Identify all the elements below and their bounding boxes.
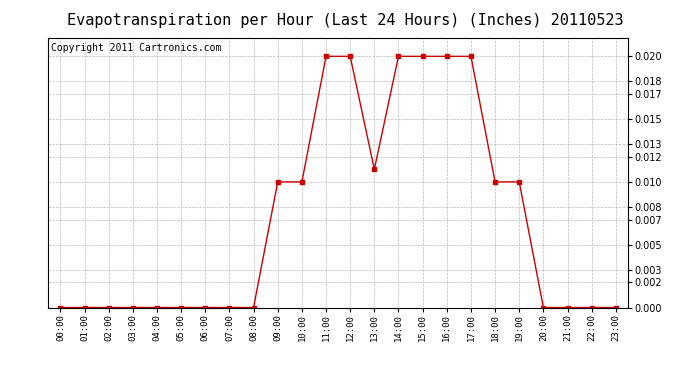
- Text: Copyright 2011 Cartronics.com: Copyright 2011 Cartronics.com: [51, 43, 221, 53]
- Text: Evapotranspiration per Hour (Last 24 Hours) (Inches) 20110523: Evapotranspiration per Hour (Last 24 Hou…: [67, 13, 623, 28]
